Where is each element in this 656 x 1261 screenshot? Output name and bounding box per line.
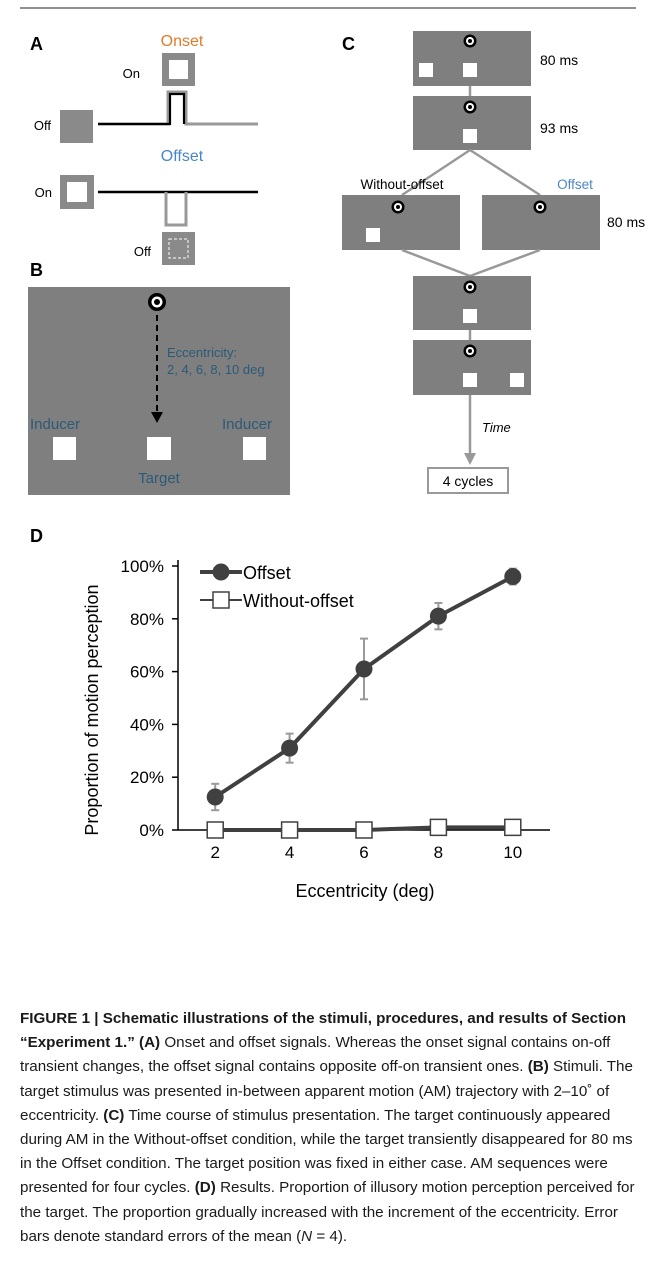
caption-c-tag: (C) <box>103 1106 125 1124</box>
panel-label-c: C <box>342 34 355 54</box>
panel-label-d: D <box>30 526 43 546</box>
panel-a: A Onset On Off Offset On Off <box>30 33 258 265</box>
target-square <box>147 437 171 460</box>
cycles-box <box>427 467 509 494</box>
panel-label-a: A <box>30 34 43 54</box>
data-point <box>429 607 447 625</box>
frame-4-target <box>463 309 477 323</box>
caption-b-tag: (B) <box>527 1058 549 1076</box>
legend-marker-without-offset <box>212 591 230 609</box>
offset-off-screen <box>162 232 195 265</box>
legend-marker-offset <box>212 563 230 581</box>
offset-branch-label: Offset <box>557 177 593 192</box>
caption-n-text: = 4). <box>312 1227 348 1245</box>
caption-b-text: Stimuli. The target stimulus was present… <box>20 1058 633 1124</box>
onset-title: Onset <box>161 33 204 50</box>
eccentricity-label-line2: 2, 4, 6, 8, 10 deg <box>167 362 265 377</box>
inducer-square-left <box>53 437 76 460</box>
inducer-label-left: Inducer <box>30 416 80 433</box>
cycles-label: 4 cycles <box>443 473 494 489</box>
data-point <box>206 821 224 839</box>
inducer-label-right: Inducer <box>222 416 272 433</box>
offset-title: Offset <box>161 148 204 165</box>
frame-2-target <box>463 129 477 143</box>
time-arrowhead <box>464 453 476 465</box>
chart-legend: Offset Without-offset <box>200 563 354 611</box>
onset-on-target <box>169 60 188 79</box>
data-point <box>504 818 522 837</box>
panel-c: C 80 ms 93 ms Without-offset Offset 80 m… <box>342 31 645 494</box>
frame-3a-target <box>366 228 380 242</box>
offset-on-target <box>67 182 87 202</box>
series-1 <box>206 818 522 839</box>
frame-5-inducer-right <box>510 373 524 387</box>
onset-signal-inner <box>98 92 186 126</box>
x-tick-label: 2 <box>210 843 219 862</box>
offset-off-label: Off <box>134 244 151 259</box>
eccentricity-arrowhead <box>151 412 163 423</box>
panel-b: B Eccentricity: 2, 4, 6, 8, 10 deg Induc… <box>28 260 290 495</box>
y-axis-label: Proportion of motion perception <box>82 584 102 835</box>
caption-a-tag: (A) <box>139 1034 161 1052</box>
onset-off-label: Off <box>34 118 51 133</box>
x-tick-label: 10 <box>503 843 522 862</box>
eccentricity-label-line1: Eccentricity: <box>167 345 237 360</box>
caption-c-text: Time course of stimulus presentation. Th… <box>20 1106 633 1197</box>
series-0 <box>206 567 522 812</box>
x-tick-label: 6 <box>359 843 368 862</box>
legend-label-offset: Offset <box>243 563 291 583</box>
figure-caption: FIGURE 1 | Schematic illustrations of th… <box>20 1007 644 1249</box>
frame-5-target <box>463 373 477 387</box>
legend-label-without-offset: Without-offset <box>243 591 354 611</box>
target-label: Target <box>138 470 181 487</box>
offset-signal-dip <box>164 192 188 227</box>
y-tick-label: 0% <box>139 821 164 840</box>
onset-off-screen <box>60 110 93 143</box>
fixation-center <box>154 299 160 305</box>
offset-off-target-outline <box>168 238 189 259</box>
data-point <box>280 821 299 839</box>
caption-d-tag: (D) <box>194 1179 216 1197</box>
x-tick-label: 4 <box>285 843 294 862</box>
duration-1: 80 ms <box>540 52 578 68</box>
data-point <box>355 660 373 678</box>
time-label: Time <box>482 420 511 435</box>
onset-on-label: On <box>123 66 140 81</box>
onset-signal-outer <box>98 90 258 126</box>
stimulus-screen <box>28 287 290 495</box>
frame-1-target <box>463 63 477 77</box>
data-point <box>355 821 373 839</box>
offset-on-label: On <box>35 185 52 200</box>
panel-label-b: B <box>30 260 43 280</box>
y-tick-label: 100% <box>121 557 164 576</box>
y-tick-label: 40% <box>130 715 164 734</box>
x-tick-label: 8 <box>434 843 443 862</box>
data-point <box>206 788 224 806</box>
y-tick-label: 60% <box>130 663 164 682</box>
duration-3: 80 ms <box>607 214 645 230</box>
without-offset-label: Without-offset <box>360 177 443 192</box>
caption-a-text: Onset and offset signals. Whereas the on… <box>20 1034 611 1076</box>
caption-d-text: Results. Proportion of illusory motion p… <box>20 1179 635 1245</box>
caption-n-symbol: N <box>301 1227 313 1245</box>
inducer-square-right <box>243 437 266 460</box>
data-point <box>504 568 522 586</box>
panel-d: D 0% 20% 40% 60% 80% 100% 2 4 6 8 10 Eccentricity (… <box>30 526 550 901</box>
frame-1-inducer-left <box>419 63 433 77</box>
x-axis-label: Eccentricity (deg) <box>295 881 434 901</box>
duration-2: 93 ms <box>540 120 578 136</box>
y-tick-label: 20% <box>130 768 164 787</box>
caption-figure-label: FIGURE 1 | Schematic illustrations of th… <box>20 1010 626 1052</box>
y-tick-label: 80% <box>130 610 164 629</box>
data-point <box>281 739 299 757</box>
results-chart: 0% 20% 40% 60% 80% 100% 2 4 6 8 10 Eccentricity (de… <box>82 557 550 901</box>
data-point <box>429 818 448 837</box>
figure-graphics: A Onset On Off Offset On Off B Eccentric… <box>20 7 645 901</box>
